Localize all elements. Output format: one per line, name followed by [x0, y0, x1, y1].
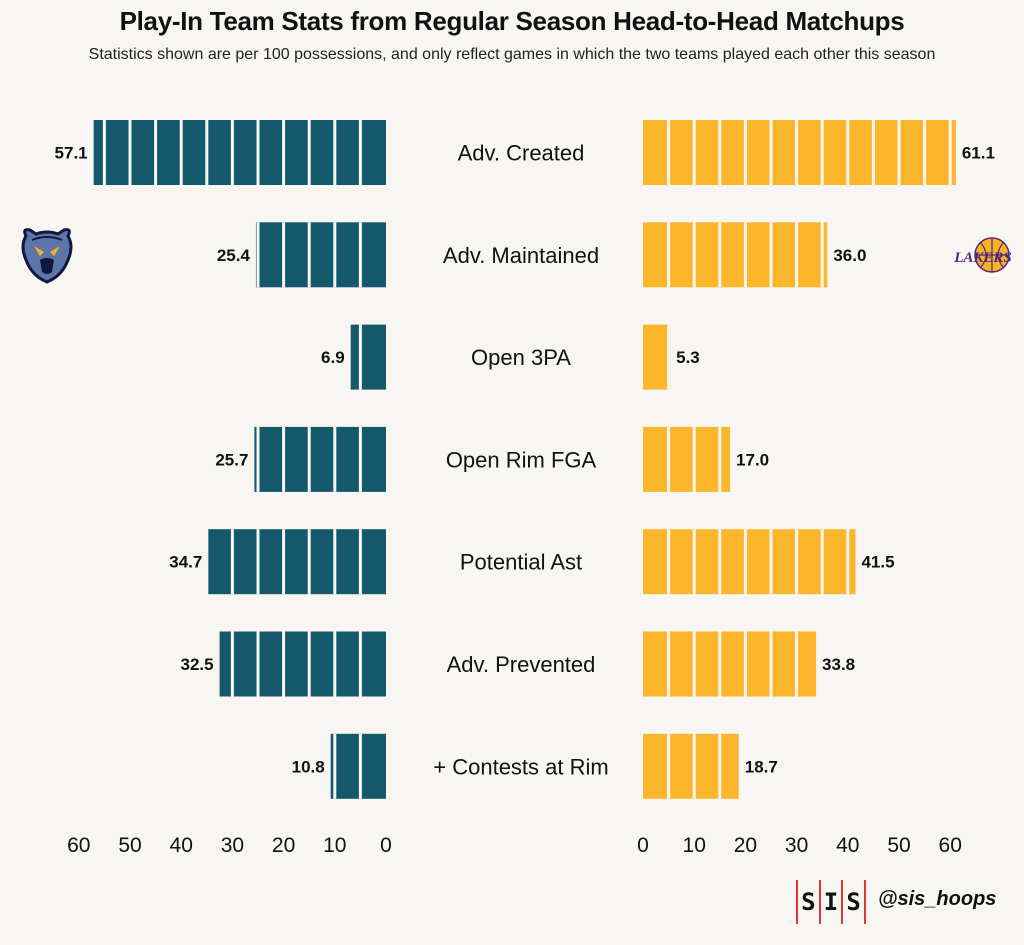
sis-divider [863, 880, 866, 924]
left-value-label: 32.5 [181, 655, 214, 674]
right-axis-tick: 30 [785, 834, 808, 857]
right-bar [643, 426, 731, 492]
lakers-logo-text: LAKERS [953, 250, 1012, 266]
right-axis-tick: 50 [887, 834, 910, 857]
left-bar [330, 733, 386, 799]
left-axis-tick: 30 [221, 834, 244, 857]
right-bar [643, 529, 856, 595]
left-bar-fill [350, 324, 386, 390]
left-bar [350, 324, 386, 390]
left-bar-fill [208, 529, 386, 595]
right-axis-tick: 60 [939, 834, 962, 857]
chart-title: Play-In Team Stats from Regular Season H… [119, 6, 905, 36]
left-bar [255, 222, 386, 288]
left-axis-tick: 0 [380, 834, 392, 857]
right-bar-fill [643, 222, 828, 288]
right-bar-fill [643, 529, 856, 595]
left-bar [93, 120, 386, 185]
left-value-label: 57.1 [55, 144, 88, 163]
right-bar-fill [643, 426, 731, 492]
left-axis-tick: 10 [323, 834, 346, 857]
sis-letter: S [801, 888, 816, 916]
category-label: Adv. Maintained [443, 243, 599, 268]
left-axis-tick: 60 [67, 834, 90, 857]
right-value-label: 33.8 [822, 655, 855, 674]
category-label: Potential Ast [460, 550, 582, 575]
sis-divider [841, 880, 844, 924]
right-axis-tick: 20 [734, 834, 757, 857]
sis-logo: S I S [796, 880, 866, 924]
left-bar-fill [330, 733, 386, 799]
right-bar-fill [643, 120, 956, 185]
left-bar-fill [255, 222, 386, 288]
right-value-label: 18.7 [745, 757, 778, 776]
left-axis-tick: 50 [118, 834, 141, 857]
right-bar [643, 733, 739, 799]
right-bar-fill [643, 324, 671, 390]
left-bar [219, 631, 386, 697]
left-bar [254, 426, 386, 492]
sis-divider [818, 880, 821, 924]
left-axis-tick: 20 [272, 834, 295, 857]
chart-subtitle: Statistics shown are per 100 possessions… [88, 46, 936, 63]
grizzlies-logo-icon [18, 226, 76, 284]
sis-letter: I [823, 888, 839, 916]
right-value-label: 5.3 [676, 348, 700, 367]
left-bar [208, 529, 386, 595]
category-label: Open 3PA [471, 345, 571, 370]
right-value-label: 17.0 [736, 450, 769, 469]
right-bar [643, 631, 817, 697]
category-label: Open Rim FGA [446, 447, 597, 472]
right-bar [643, 222, 828, 288]
right-value-label: 36.0 [833, 246, 866, 265]
left-value-label: 10.8 [292, 757, 325, 776]
right-bar [643, 324, 671, 390]
right-bar-fill [643, 631, 817, 697]
left-value-label: 25.7 [215, 450, 248, 469]
right-axis-tick: 40 [836, 834, 859, 857]
category-label: Adv. Created [458, 141, 585, 166]
left-value-label: 25.4 [217, 246, 251, 265]
category-label: + Contests at Rim [433, 754, 608, 779]
left-value-label: 6.9 [321, 348, 345, 367]
left-bar-fill [254, 426, 386, 492]
left-bar-fill [93, 120, 386, 185]
left-axis-tick: 40 [170, 834, 193, 857]
right-bar [643, 120, 956, 185]
social-handle: @sis_hoops [878, 888, 997, 910]
right-value-label: 61.1 [962, 144, 995, 163]
left-bar-fill [219, 631, 386, 697]
sis-divider [796, 880, 798, 924]
sis-letter: S [846, 888, 861, 916]
right-bar-fill [643, 733, 739, 799]
right-axis-tick: 0 [637, 834, 649, 857]
right-value-label: 41.5 [861, 553, 894, 572]
category-label: Adv. Prevented [447, 652, 596, 677]
left-value-label: 34.7 [169, 553, 202, 572]
lakers-logo-icon: LAKERS [948, 228, 1018, 278]
right-axis-tick: 10 [683, 834, 706, 857]
